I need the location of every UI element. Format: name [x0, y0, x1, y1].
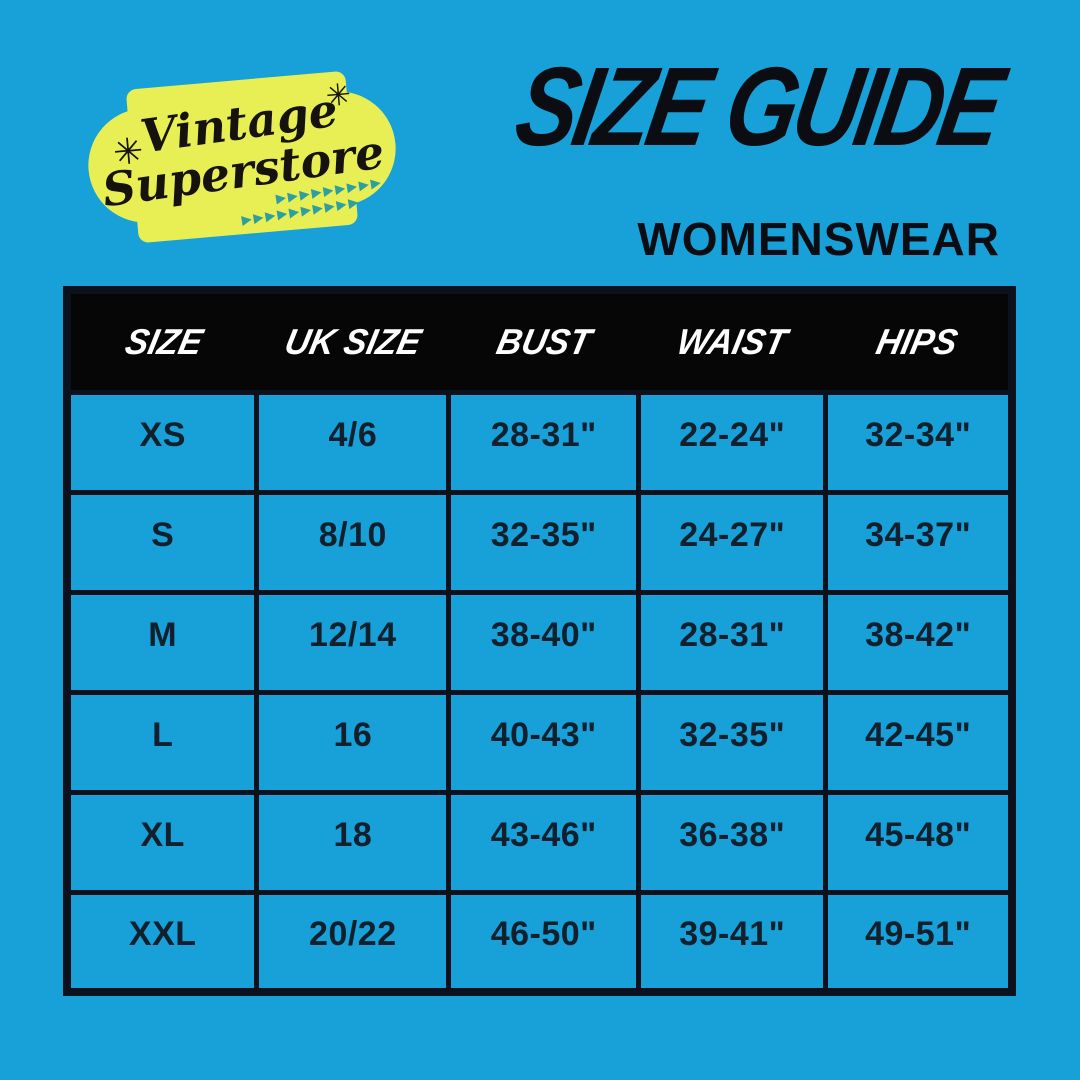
- table-cell: 32-34": [823, 389, 1015, 495]
- table-row: XS 4/6 28-31" 22-24" 32-34": [64, 389, 1015, 495]
- table-row: L 16 40-43" 32-35" 42-45": [64, 689, 1015, 795]
- column-header-label: SIZE: [121, 320, 207, 362]
- column-header-uk-size: UK SIZE: [256, 290, 449, 392]
- table-cell: 42-45": [823, 689, 1015, 795]
- table-cell: 22-24": [636, 389, 829, 495]
- table-row: M 12/14 38-40" 28-31" 38-42": [64, 589, 1015, 695]
- table-cell: 16: [254, 689, 452, 795]
- table-cell: 8/10: [254, 489, 452, 595]
- table-cell: 45-48": [823, 789, 1015, 895]
- table-cell: 20/22: [254, 889, 452, 995]
- column-header-size: SIZE: [67, 290, 257, 392]
- table-row: S 8/10 32-35" 24-27" 34-37": [64, 489, 1015, 595]
- table-cell: 32-35": [446, 489, 642, 595]
- table-row: XL 18 43-46" 36-38" 45-48": [64, 789, 1015, 895]
- table-cell: 4/6: [254, 389, 452, 495]
- table-cell: 18: [254, 789, 452, 895]
- table-cell: 34-37": [823, 489, 1015, 595]
- table-row: XXL 20/22 46-50" 39-41" 49-51": [64, 889, 1015, 995]
- table-header-row: SIZE UK SIZE BUST WAIST HIPS: [67, 290, 1012, 392]
- table-cell: S: [64, 489, 260, 595]
- brand-logo: ✳ ✳ Vintage Superstore ▶▶▶▶▶▶▶▶▶ ▶▶▶▶▶▶▶…: [82, 67, 402, 247]
- column-header-hips: HIPS: [825, 290, 1012, 392]
- page-subtitle: WOMENSWEAR: [637, 213, 1000, 265]
- table-cell: 36-38": [636, 789, 829, 895]
- table-cell: XXL: [64, 889, 260, 995]
- table-cell: 38-42": [823, 589, 1015, 695]
- table-cell: 32-35": [636, 689, 829, 795]
- table-cell: M: [64, 589, 260, 695]
- page-title: SIZE GUIDE: [507, 44, 1009, 169]
- column-header-label: WAIST: [673, 320, 791, 362]
- table-cell: 46-50": [446, 889, 642, 995]
- table-cell: 38-40": [446, 589, 642, 695]
- table-cell: 43-46": [446, 789, 642, 895]
- table-cell: 24-27": [636, 489, 829, 595]
- column-header-bust: BUST: [448, 290, 639, 392]
- column-header-label: UK SIZE: [281, 320, 425, 362]
- table-cell: L: [64, 689, 260, 795]
- table-cell: XS: [64, 389, 260, 495]
- table-cell: 12/14: [254, 589, 452, 695]
- table-cell: XL: [64, 789, 260, 895]
- table-cell: 28-31": [446, 389, 642, 495]
- table-cell: 28-31": [636, 589, 829, 695]
- column-header-label: HIPS: [872, 320, 962, 362]
- size-table: SIZE UK SIZE BUST WAIST HIPS XS 4/6 28-3…: [63, 286, 1016, 996]
- table-cell: 39-41": [636, 889, 829, 995]
- table-cell: 49-51": [823, 889, 1015, 995]
- column-header-label: BUST: [492, 320, 595, 362]
- table-cell: 40-43": [446, 689, 642, 795]
- column-header-waist: WAIST: [638, 290, 826, 392]
